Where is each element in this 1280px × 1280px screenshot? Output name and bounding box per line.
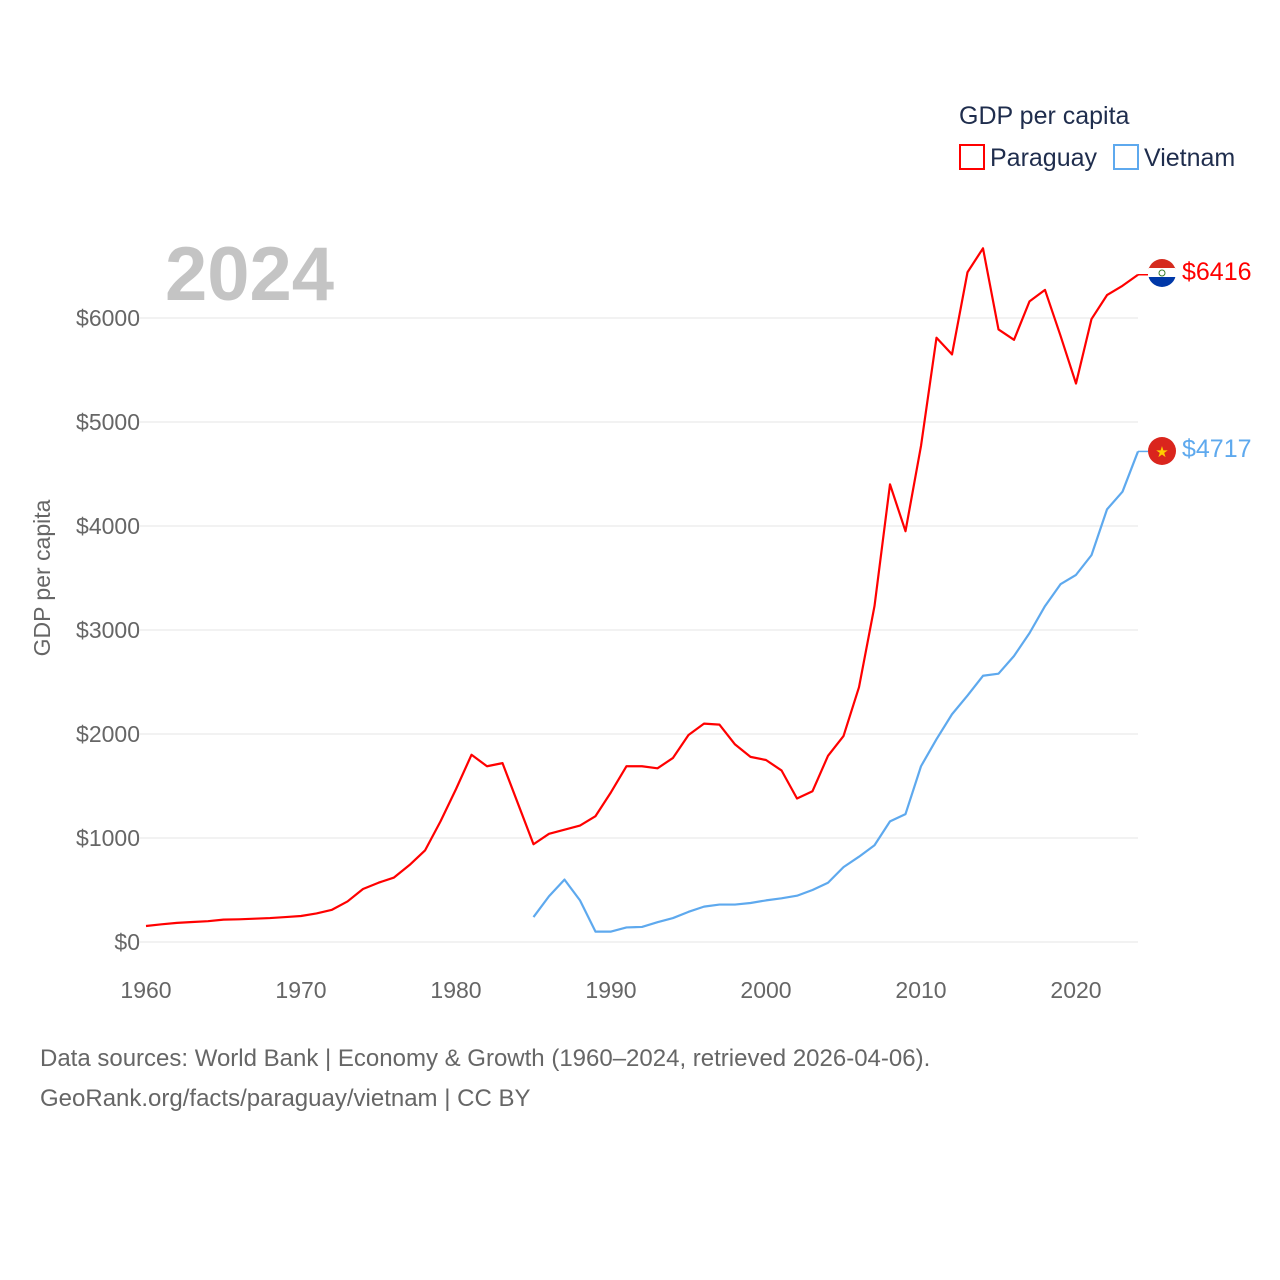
legend-label-vietnam[interactable]: Vietnam xyxy=(1144,144,1235,172)
svg-text:★: ★ xyxy=(1155,444,1168,461)
footer-link[interactable]: GeoRank.org/facts/paraguay/vietnam | CC … xyxy=(40,1085,531,1112)
end-label-paraguay: $6416 xyxy=(1182,258,1252,286)
y-tick-label: $5000 xyxy=(76,409,140,435)
x-tick-label: 1960 xyxy=(120,977,171,1003)
legend-swatch-vietnam[interactable] xyxy=(1113,144,1139,170)
y-tick-label: $2000 xyxy=(76,721,140,747)
legend-label-paraguay[interactable]: Paraguay xyxy=(990,144,1098,172)
vietnam-flag-icon: ★ xyxy=(1148,437,1176,465)
legend: GDP per capita Paraguay Vietnam xyxy=(959,102,1235,172)
x-ticks: 1960 1970 1980 1990 2000 2010 2020 xyxy=(120,977,1101,1003)
paraguay-flag-icon xyxy=(1148,259,1176,287)
x-tick-label: 1970 xyxy=(275,977,326,1003)
year-watermark: 2024 xyxy=(165,232,334,317)
x-tick-label: 2010 xyxy=(895,977,946,1003)
legend-swatch-paraguay[interactable] xyxy=(959,144,985,170)
footer-sources: Data sources: World Bank | Economy & Gro… xyxy=(40,1045,931,1072)
y-tick-label: $4000 xyxy=(76,513,140,539)
y-tick-label: $0 xyxy=(114,929,140,955)
x-tick-label: 1990 xyxy=(585,977,636,1003)
series-lines xyxy=(145,247,1148,933)
series-line-paraguay xyxy=(145,247,1139,928)
series-line-vietnam xyxy=(532,451,1140,933)
y-tick-label: $3000 xyxy=(76,617,140,643)
y-tick-label: $6000 xyxy=(76,305,140,331)
grid: $0 $1000 $2000 $3000 $4000 $5000 $6000 xyxy=(76,305,1138,955)
end-label-vietnam: $4717 xyxy=(1182,435,1252,463)
x-tick-label: 1980 xyxy=(430,977,481,1003)
x-tick-label: 2000 xyxy=(740,977,791,1003)
x-tick-label: 2020 xyxy=(1050,977,1101,1003)
y-tick-label: $1000 xyxy=(76,825,140,851)
legend-title: GDP per capita xyxy=(959,102,1130,130)
y-axis-label: GDP per capita xyxy=(29,499,55,656)
